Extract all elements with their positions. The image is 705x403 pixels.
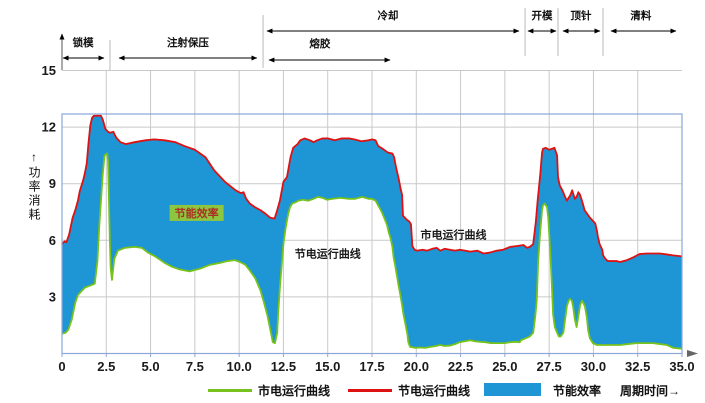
phase-label: 清料 [630, 9, 651, 22]
mains-curve-line-swatch [208, 389, 252, 392]
x-tick-label: 35.0 [669, 359, 694, 374]
phase-label: 开模 [532, 9, 553, 22]
mains-curve-legend-label: 市电运行曲线 [258, 384, 331, 398]
x-tick-label: 5.0 [142, 359, 160, 374]
phase-label: 注射保压 [167, 36, 209, 49]
x-axis-arrow [687, 350, 698, 357]
x-tick-label: 10.0 [226, 359, 251, 374]
y-tick-label: 12 [42, 120, 56, 135]
x-tick-label: 25.0 [492, 359, 517, 374]
x-tick-label: 15.0 [315, 359, 340, 374]
x-tick-label: 27.5 [536, 359, 561, 374]
efficiency-area-swatch [484, 383, 541, 396]
mains-curve [61, 152, 683, 350]
x-tick-label: 0 [58, 359, 65, 374]
y-tick-label: 15 [42, 63, 56, 78]
annotation-highlight-label: 节能效率 [175, 206, 219, 220]
y-tick-label: 9 [49, 176, 56, 191]
y-tick-label: 3 [49, 289, 56, 304]
x-tick-label: 17.5 [359, 359, 384, 374]
x-tick-label: 32.5 [625, 359, 650, 374]
saving-curve-line-swatch [348, 389, 392, 392]
y-tick-label: 6 [49, 233, 56, 248]
annotation-highlight-box [169, 204, 224, 221]
phase-label: 顶针 [571, 9, 592, 22]
phase-label: 冷却 [377, 9, 398, 22]
x-tick-label: 12.5 [271, 359, 296, 374]
legend: 市电运行曲线 节电运行曲线 节能效率 周期时间→ [0, 378, 705, 403]
curve-annotation-label: 市电运行曲线 [420, 228, 486, 242]
phase-label: 熔胶 [309, 37, 330, 50]
x-tick-label: 22.5 [448, 359, 473, 374]
x-tick-label: 2.5 [97, 359, 115, 374]
x-tick-label: 20.0 [404, 359, 429, 374]
x-tick-label: 7.5 [186, 359, 204, 374]
y-axis-title: ↑功率消耗 [27, 150, 41, 222]
saving-curve [61, 114, 683, 263]
curve-annotation-label: 节电运行曲线 [295, 247, 361, 261]
x-tick-label: 30.0 [581, 359, 606, 374]
phase-label: 锁模 [73, 36, 94, 49]
efficiency-legend-label: 节能效率 [553, 384, 602, 398]
saving-curve-legend-label: 节电运行曲线 [398, 384, 471, 398]
cycle-time-label: 周期时间→ [620, 384, 681, 398]
